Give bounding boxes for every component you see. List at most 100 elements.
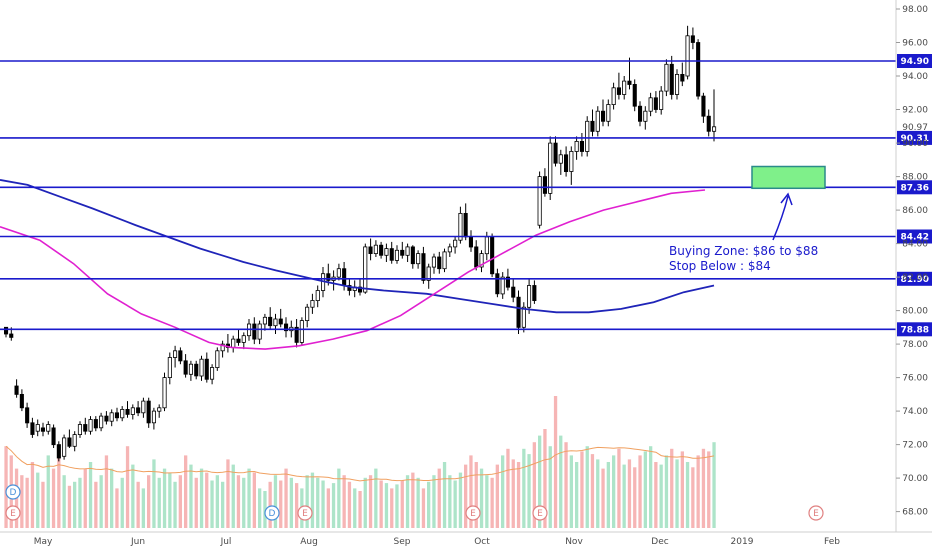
candle [632,79,637,112]
candle [590,109,595,137]
candle [601,99,606,127]
candle [627,57,632,90]
candle [527,278,532,314]
volume-bar [453,480,457,528]
candle [172,345,178,368]
volume-bar [184,455,188,528]
event-marker-label: E [470,509,476,519]
candle-body [336,268,341,278]
candle [675,69,680,100]
volume-bar [242,477,246,528]
volume-bar [210,480,214,528]
volume-bar [368,475,373,528]
candle [194,360,199,380]
volume-bar [553,396,558,528]
volume-bar [120,477,124,528]
volume-bar [464,464,468,528]
time-tick-label: Nov [565,537,583,547]
price-tick-label: 86.00 [902,206,928,216]
volume-bar [685,462,690,528]
volume-bar [131,464,135,528]
candle-body [141,400,146,414]
volume-bar [162,468,167,528]
volume-bar [236,475,241,528]
candle-body [241,335,246,343]
candle-body [511,286,516,298]
volume-bar [141,488,145,528]
volume-average-line [5,445,715,482]
price-tick-label: 70.00 [902,474,928,484]
time-tick-label: Sep [394,537,411,547]
candle [262,313,267,331]
volume-bar [405,475,410,528]
price-tick-label: 98.00 [902,5,928,15]
volume-bar [548,446,552,528]
price-tick-label: 90.00 [902,139,928,149]
event-marker-label: E [813,509,819,519]
volume-bar [358,491,362,528]
volume-bar [258,488,262,528]
candle [25,402,30,428]
candle-body [125,408,130,415]
candle [643,106,648,130]
candle [241,332,246,350]
volume-bar [337,468,341,528]
price-tick-label: 84.00 [902,240,928,250]
candle [431,253,436,274]
volume-bar [379,480,383,528]
candle [51,424,56,448]
volume-bar [194,477,198,528]
candle-body [468,236,473,248]
volume-bar [400,480,404,528]
candle [416,250,421,269]
candle-body [114,412,120,419]
price-tick-label: 72.00 [902,441,928,451]
price-tick-label: 92.00 [902,106,928,116]
candle [685,25,690,80]
volume-bar [532,442,536,528]
dividend-icon [264,505,280,521]
volume-bar [448,475,452,528]
candle-body [146,400,151,424]
candle [162,372,167,412]
time-tick-label: May [34,537,53,547]
candle [479,250,484,273]
candle [310,293,315,314]
volume-bar [501,455,505,528]
candle-body [595,110,600,132]
candle-body [453,239,458,248]
candle [653,91,658,113]
volume-bar [363,477,367,528]
candle-body [162,377,167,409]
candle [220,340,225,358]
candle [638,101,643,127]
candle [99,412,104,432]
candle-body [151,410,157,424]
candle-body [553,142,558,164]
volume-bar [564,442,568,528]
candle [114,407,120,422]
event-markers: D E D E E E E [5,484,824,521]
volume-bar [247,468,251,528]
candle [442,248,447,273]
candle-body [426,266,431,281]
candle-body [606,104,611,122]
volume-bar [321,480,325,528]
candle [151,407,157,430]
candle-body [62,437,67,457]
candle [553,136,558,167]
level-line-group: 94.90 [0,54,932,68]
volume-bar [263,491,267,528]
event-marker-label: E [302,509,308,519]
candle-body [532,285,537,302]
volume-bar [342,475,346,528]
volume-bar [474,462,478,528]
candle [680,62,685,87]
volume-bar [231,464,235,528]
volume-bar [458,472,463,528]
price-tick-label: 88.00 [902,173,928,183]
candle-body [558,154,563,164]
candle-body [67,437,72,447]
candle [209,364,215,385]
